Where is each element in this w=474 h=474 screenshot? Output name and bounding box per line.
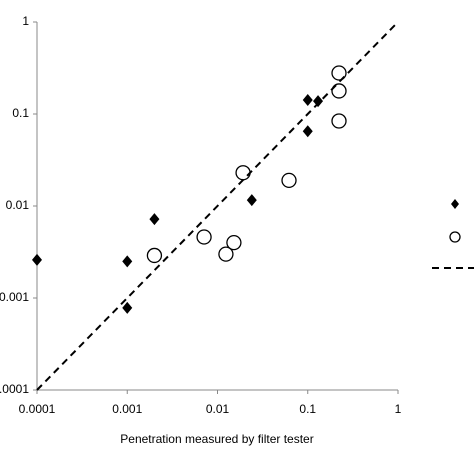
- point: [302, 93, 313, 106]
- x-tick-label: 0.1: [299, 402, 316, 416]
- x-axis-label: Penetration measured by filter tester: [120, 432, 313, 446]
- point: [122, 255, 133, 268]
- x-tick-label: 0.01: [206, 402, 230, 416]
- point: [218, 246, 234, 262]
- y-tick-label: 0.01: [6, 198, 30, 212]
- reference-line: [36, 21, 399, 391]
- point: [281, 172, 297, 189]
- point: [235, 165, 251, 181]
- point: [331, 65, 347, 81]
- point: [331, 113, 347, 129]
- y-tick-label: 0.0001: [0, 382, 29, 396]
- point: [32, 253, 42, 266]
- point: [246, 194, 257, 207]
- point: [331, 83, 347, 99]
- legend-marker: [449, 231, 461, 243]
- y-tick-label: 0.1: [12, 106, 29, 120]
- point: [122, 301, 133, 314]
- legend-marker: [451, 199, 459, 209]
- x-tick-label: 1: [395, 402, 402, 416]
- y-tick-label: 0.001: [0, 290, 29, 304]
- x-tick-label: 0.001: [112, 402, 142, 416]
- y-tick-label: 1: [22, 14, 29, 28]
- point: [149, 213, 160, 226]
- point: [302, 125, 313, 138]
- point: [313, 95, 324, 108]
- point: [226, 234, 242, 251]
- point: [196, 229, 212, 245]
- x-tick-label: 0.0001: [19, 402, 56, 416]
- point: [146, 247, 163, 264]
